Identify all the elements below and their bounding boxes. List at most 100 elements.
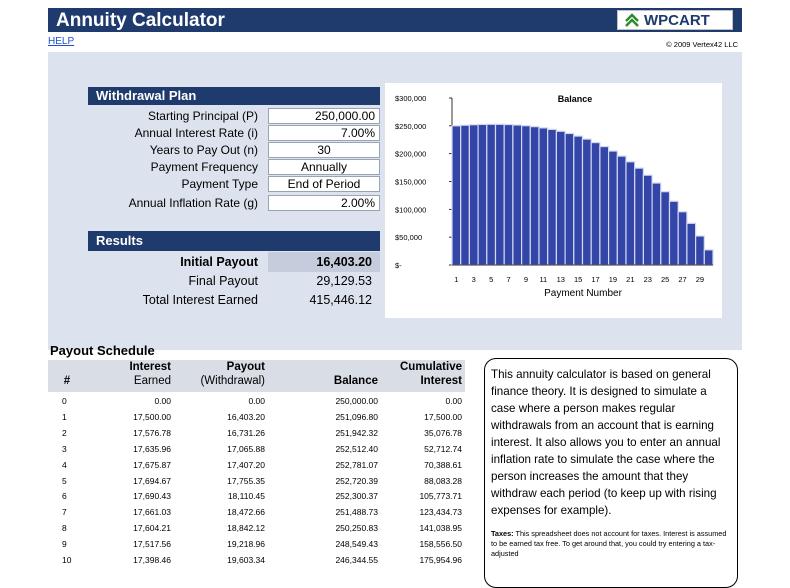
table-cell: 250,000.00 — [335, 396, 378, 406]
column-header: Balance — [333, 375, 378, 387]
x-tick-label: 19 — [609, 275, 617, 284]
x-axis-label: Payment Number — [544, 288, 622, 299]
logo[interactable]: WPCART — [617, 10, 733, 30]
table-cell: 3 — [62, 443, 67, 454]
table-cell: 17,755.35 — [227, 475, 265, 486]
table-header-bg — [48, 360, 465, 392]
bar — [547, 128, 557, 266]
table-cell: 17,690.43 — [133, 491, 171, 502]
bar — [521, 125, 531, 266]
table-cell: 0.00 — [445, 396, 462, 406]
bar — [616, 155, 627, 266]
bar — [695, 235, 705, 266]
bar — [625, 161, 636, 266]
x-tick-label: 7 — [506, 275, 510, 284]
bar — [460, 124, 470, 266]
y-tick-label: $150,000 — [395, 178, 426, 187]
table-cell: 19,603.34 — [227, 555, 265, 565]
table-cell: 252,720.39 — [335, 475, 378, 486]
page: Annuity Calculator WPCART HELP © 2009 Ve… — [48, 8, 742, 588]
table-cell: 0.00 — [248, 396, 265, 406]
result-value: 16,403.20 — [316, 255, 372, 269]
table-cell: 18,110.45 — [227, 491, 265, 502]
table-cell: 123,434.73 — [419, 507, 462, 518]
table-cell: 35,076.78 — [424, 427, 462, 438]
field-input: 7.00% — [268, 125, 380, 141]
table-cell: 251,096.80 — [335, 411, 378, 422]
title: Annuity Calculator — [56, 10, 225, 31]
result-highlight — [268, 252, 380, 272]
result-value: 415,446.12 — [309, 293, 372, 307]
bar — [494, 123, 505, 266]
bar — [468, 124, 479, 266]
table-cell: 17,517.56 — [133, 539, 171, 550]
bar — [512, 124, 523, 266]
bar — [686, 222, 697, 266]
table-title: Payout Schedule — [50, 343, 155, 358]
table-cell: 17,407.20 — [227, 459, 265, 470]
logo-text: WPCART — [644, 12, 710, 29]
field-label: Payment Frequency — [150, 160, 258, 174]
result-label: Final Payout — [188, 274, 258, 288]
x-tick-label: 9 — [524, 275, 528, 284]
note-taxes-label: Taxes: — [491, 529, 514, 538]
note-text: This annuity calculator is based on gene… — [491, 368, 721, 517]
x-tick-label: 15 — [574, 275, 582, 284]
note-box: This annuity calculator is based on gene… — [484, 358, 738, 588]
table-cell: 158,556.50 — [419, 539, 462, 550]
table-cell: 10 — [62, 555, 72, 565]
column-header: Cumulative — [400, 361, 462, 373]
table-cell: 252,781.07 — [335, 459, 378, 470]
field-label: Annual Interest Rate (i) — [134, 126, 258, 140]
table-cell: 1 — [62, 411, 67, 422]
table-cell: 18,842.12 — [227, 523, 265, 534]
result-value: 29,129.53 — [316, 274, 372, 288]
bar — [703, 249, 714, 266]
bar — [677, 211, 688, 266]
chart: Balance Payment Number $- $50,000 $100,000… — [385, 83, 722, 318]
table-cell: 8 — [62, 523, 67, 534]
bar — [608, 150, 618, 266]
field-input: End of Period — [268, 176, 380, 192]
table-cell: 17,675.87 — [133, 459, 171, 470]
table-cell: 105,773.71 — [419, 491, 462, 502]
table-cell: 17,500.00 — [424, 411, 462, 422]
bar — [564, 132, 575, 266]
field-label: Starting Principal (P) — [147, 109, 258, 123]
column-header: Interest — [129, 361, 171, 373]
column-header: Earned — [133, 375, 171, 387]
table-cell: 2 — [62, 427, 67, 438]
column-header: Interest — [420, 375, 462, 387]
table-cell: 17,635.96 — [133, 443, 171, 454]
table-cell: 17,500.00 — [133, 411, 171, 422]
y-tick-label: $200,000 — [395, 150, 426, 159]
bar — [634, 167, 644, 266]
bar — [555, 130, 566, 266]
note-taxes-text: This spreadsheet does not account for ta… — [491, 529, 727, 558]
field-label: Annual Inflation Rate (g) — [128, 196, 258, 210]
table-cell: 0 — [62, 396, 67, 406]
table-cell: 251,488.73 — [335, 507, 378, 518]
bar — [477, 123, 488, 266]
table-cell: 175,954.96 — [419, 555, 462, 565]
field-label: Years to Pay Out (n) — [149, 143, 258, 157]
bar — [642, 174, 653, 266]
help-link[interactable]: HELP — [48, 36, 75, 47]
x-tick-label: 1 — [454, 275, 458, 284]
table-cell: 17,661.03 — [133, 507, 171, 518]
y-tick-label: $100,000 — [395, 205, 426, 214]
bar — [660, 191, 671, 266]
bar — [503, 123, 514, 266]
table-cell: 17,576.78 — [133, 427, 171, 438]
x-tick-label: 11 — [539, 275, 547, 284]
table-cell: 248,549.43 — [335, 539, 378, 550]
y-tick-label: $- — [395, 261, 402, 270]
y-tick-label: $300,000 — [395, 94, 426, 103]
table-cell: 6 — [62, 491, 67, 502]
table-cell: 16,731.26 — [227, 427, 265, 438]
field-input: 30 — [268, 142, 380, 158]
x-tick-label: 21 — [626, 275, 634, 284]
column-header: (Withdrawal) — [200, 375, 265, 387]
column-header: Payout — [226, 361, 265, 373]
bar — [486, 123, 497, 266]
